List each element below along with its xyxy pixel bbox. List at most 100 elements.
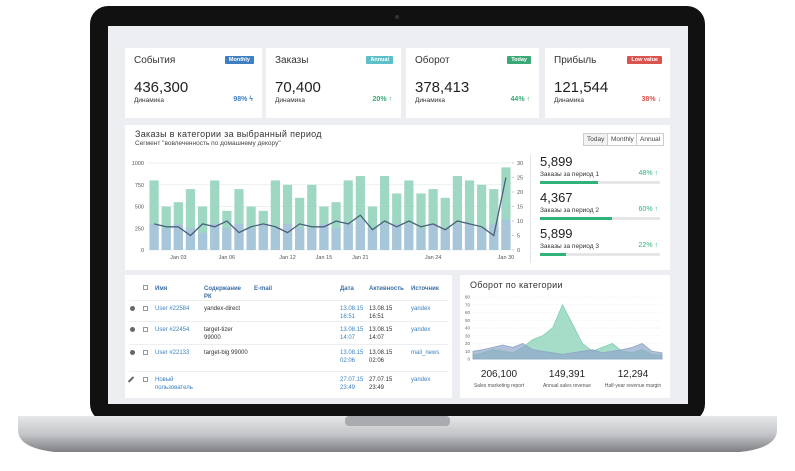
table-cell[interactable]: 27.07.15 23:49 <box>340 377 364 391</box>
period-button[interactable]: Monthly <box>607 133 638 146</box>
kpi-label: Динамика <box>554 97 584 104</box>
table-cell[interactable]: 13.08.15 16:51 <box>340 306 364 320</box>
kpi-change: 20% ↑ <box>372 96 392 103</box>
table-cell[interactable]: yandex <box>411 377 431 383</box>
bar <box>307 184 317 250</box>
table-cell[interactable]: User #22584 <box>155 306 190 312</box>
bar <box>428 189 438 250</box>
bar <box>404 180 414 250</box>
progress-track <box>540 181 660 184</box>
bar <box>489 189 499 250</box>
bar <box>331 228 341 250</box>
bar <box>355 219 365 250</box>
bar <box>392 223 402 250</box>
table-header: Дата <box>340 286 354 292</box>
kpi-value: 121,544 <box>554 79 609 96</box>
progress-bar <box>540 253 567 256</box>
table-header: Содержание РК <box>204 286 241 300</box>
bar <box>197 206 208 250</box>
table-cell[interactable]: User #22454 <box>155 327 190 333</box>
kpi-card: Оборот Today 378,413 Динамика 44% ↑ <box>406 48 539 118</box>
table-cell[interactable]: 13.08.15 02:06 <box>340 350 364 364</box>
x-tick-label: Jan 30 <box>498 255 515 261</box>
edit-icon <box>127 376 135 383</box>
stat-value: 4,367 <box>540 190 573 205</box>
bar <box>246 228 256 250</box>
y-tick-label: 50 <box>465 318 471 323</box>
table-cell: 13.08.15 16:51 <box>369 306 393 320</box>
table-cell[interactable]: yandex <box>411 327 431 333</box>
y-tick-label: 80 <box>465 295 471 300</box>
kpi-title: Прибыль <box>554 55 597 66</box>
bar <box>270 228 281 250</box>
stat-percent: 60% ↑ <box>638 206 658 213</box>
line-series <box>153 177 507 237</box>
period-button[interactable]: Today <box>583 133 609 146</box>
bar <box>270 180 281 250</box>
progress-bar <box>540 217 612 220</box>
row-icon <box>130 350 135 355</box>
progress-bar <box>540 181 598 184</box>
table-cell: yandex-direct <box>204 306 241 312</box>
header-checkbox[interactable] <box>143 285 148 290</box>
bar <box>161 228 171 250</box>
y2-tick-label: 30 <box>517 161 523 167</box>
table-cell: 13.08.15 14:07 <box>369 327 393 341</box>
bar <box>210 223 220 250</box>
y-tick-label: 20 <box>465 341 471 346</box>
row-icon <box>130 306 135 311</box>
laptop-base <box>18 416 777 452</box>
y-tick-label: 250 <box>135 226 144 232</box>
y-tick-label: 1000 <box>132 161 144 167</box>
table-cell[interactable]: yandex <box>411 306 431 312</box>
row-checkbox[interactable] <box>143 350 148 355</box>
bar <box>343 223 353 250</box>
bar <box>440 228 450 250</box>
y-tick-label: 750 <box>135 183 144 189</box>
table-cell[interactable]: 13.08.15 14:07 <box>340 327 364 341</box>
summary-value: 149,391 <box>548 369 586 380</box>
row-checkbox[interactable] <box>143 327 148 332</box>
category-chart: 0 10 20 30 40 50 60 70 80 <box>465 295 663 362</box>
users-table: Имя Содержание РК E-mail Дата Активность Исто… <box>125 275 452 398</box>
table-cell[interactable]: Новый пользователь <box>155 377 193 391</box>
bar <box>149 180 159 250</box>
row-checkbox[interactable] <box>143 377 148 382</box>
bar <box>331 202 341 250</box>
table-header: Имя <box>155 286 168 292</box>
y-tick-label: 70 <box>465 302 471 307</box>
kpi-badge: Monthly <box>224 56 254 64</box>
row-separator <box>129 371 448 372</box>
kpi-label: Динамика <box>134 97 164 104</box>
row-separator <box>129 344 448 345</box>
bar <box>295 228 305 250</box>
x-tick-label: Jan 12 <box>279 255 296 261</box>
y2-tick-label: 5 <box>517 234 520 240</box>
table-cell[interactable]: User #22133 <box>155 350 190 356</box>
kpi-title: Оборот <box>415 55 450 66</box>
kpi-value: 70,400 <box>275 79 321 96</box>
table-cell[interactable]: mail_news <box>411 350 440 356</box>
panel-title: Заказы в категории за выбранный период <box>135 129 322 139</box>
stat-percent: 22% ↑ <box>638 242 658 249</box>
row-checkbox[interactable] <box>143 306 148 311</box>
period-button[interactable]: Annual <box>636 133 665 146</box>
kpi-value: 378,413 <box>415 79 470 96</box>
y2-tick-label: 25 <box>517 176 523 182</box>
bar <box>489 223 499 250</box>
y-tick-label: 40 <box>465 326 471 331</box>
y-tick-label: 0 <box>141 248 144 254</box>
bar <box>501 167 511 250</box>
x-tick-label: Jan 24 <box>425 255 442 261</box>
kpi-change: 98% ϟ <box>233 96 253 103</box>
bar <box>440 197 450 250</box>
bar <box>428 223 438 250</box>
y-tick-label: 500 <box>135 205 144 211</box>
bar <box>258 223 268 250</box>
panel-title: Оборот по категории <box>470 280 563 290</box>
kpi-label: Динамика <box>415 97 445 104</box>
bar <box>185 189 196 250</box>
summary-label: Annual sales revenue <box>542 383 592 389</box>
